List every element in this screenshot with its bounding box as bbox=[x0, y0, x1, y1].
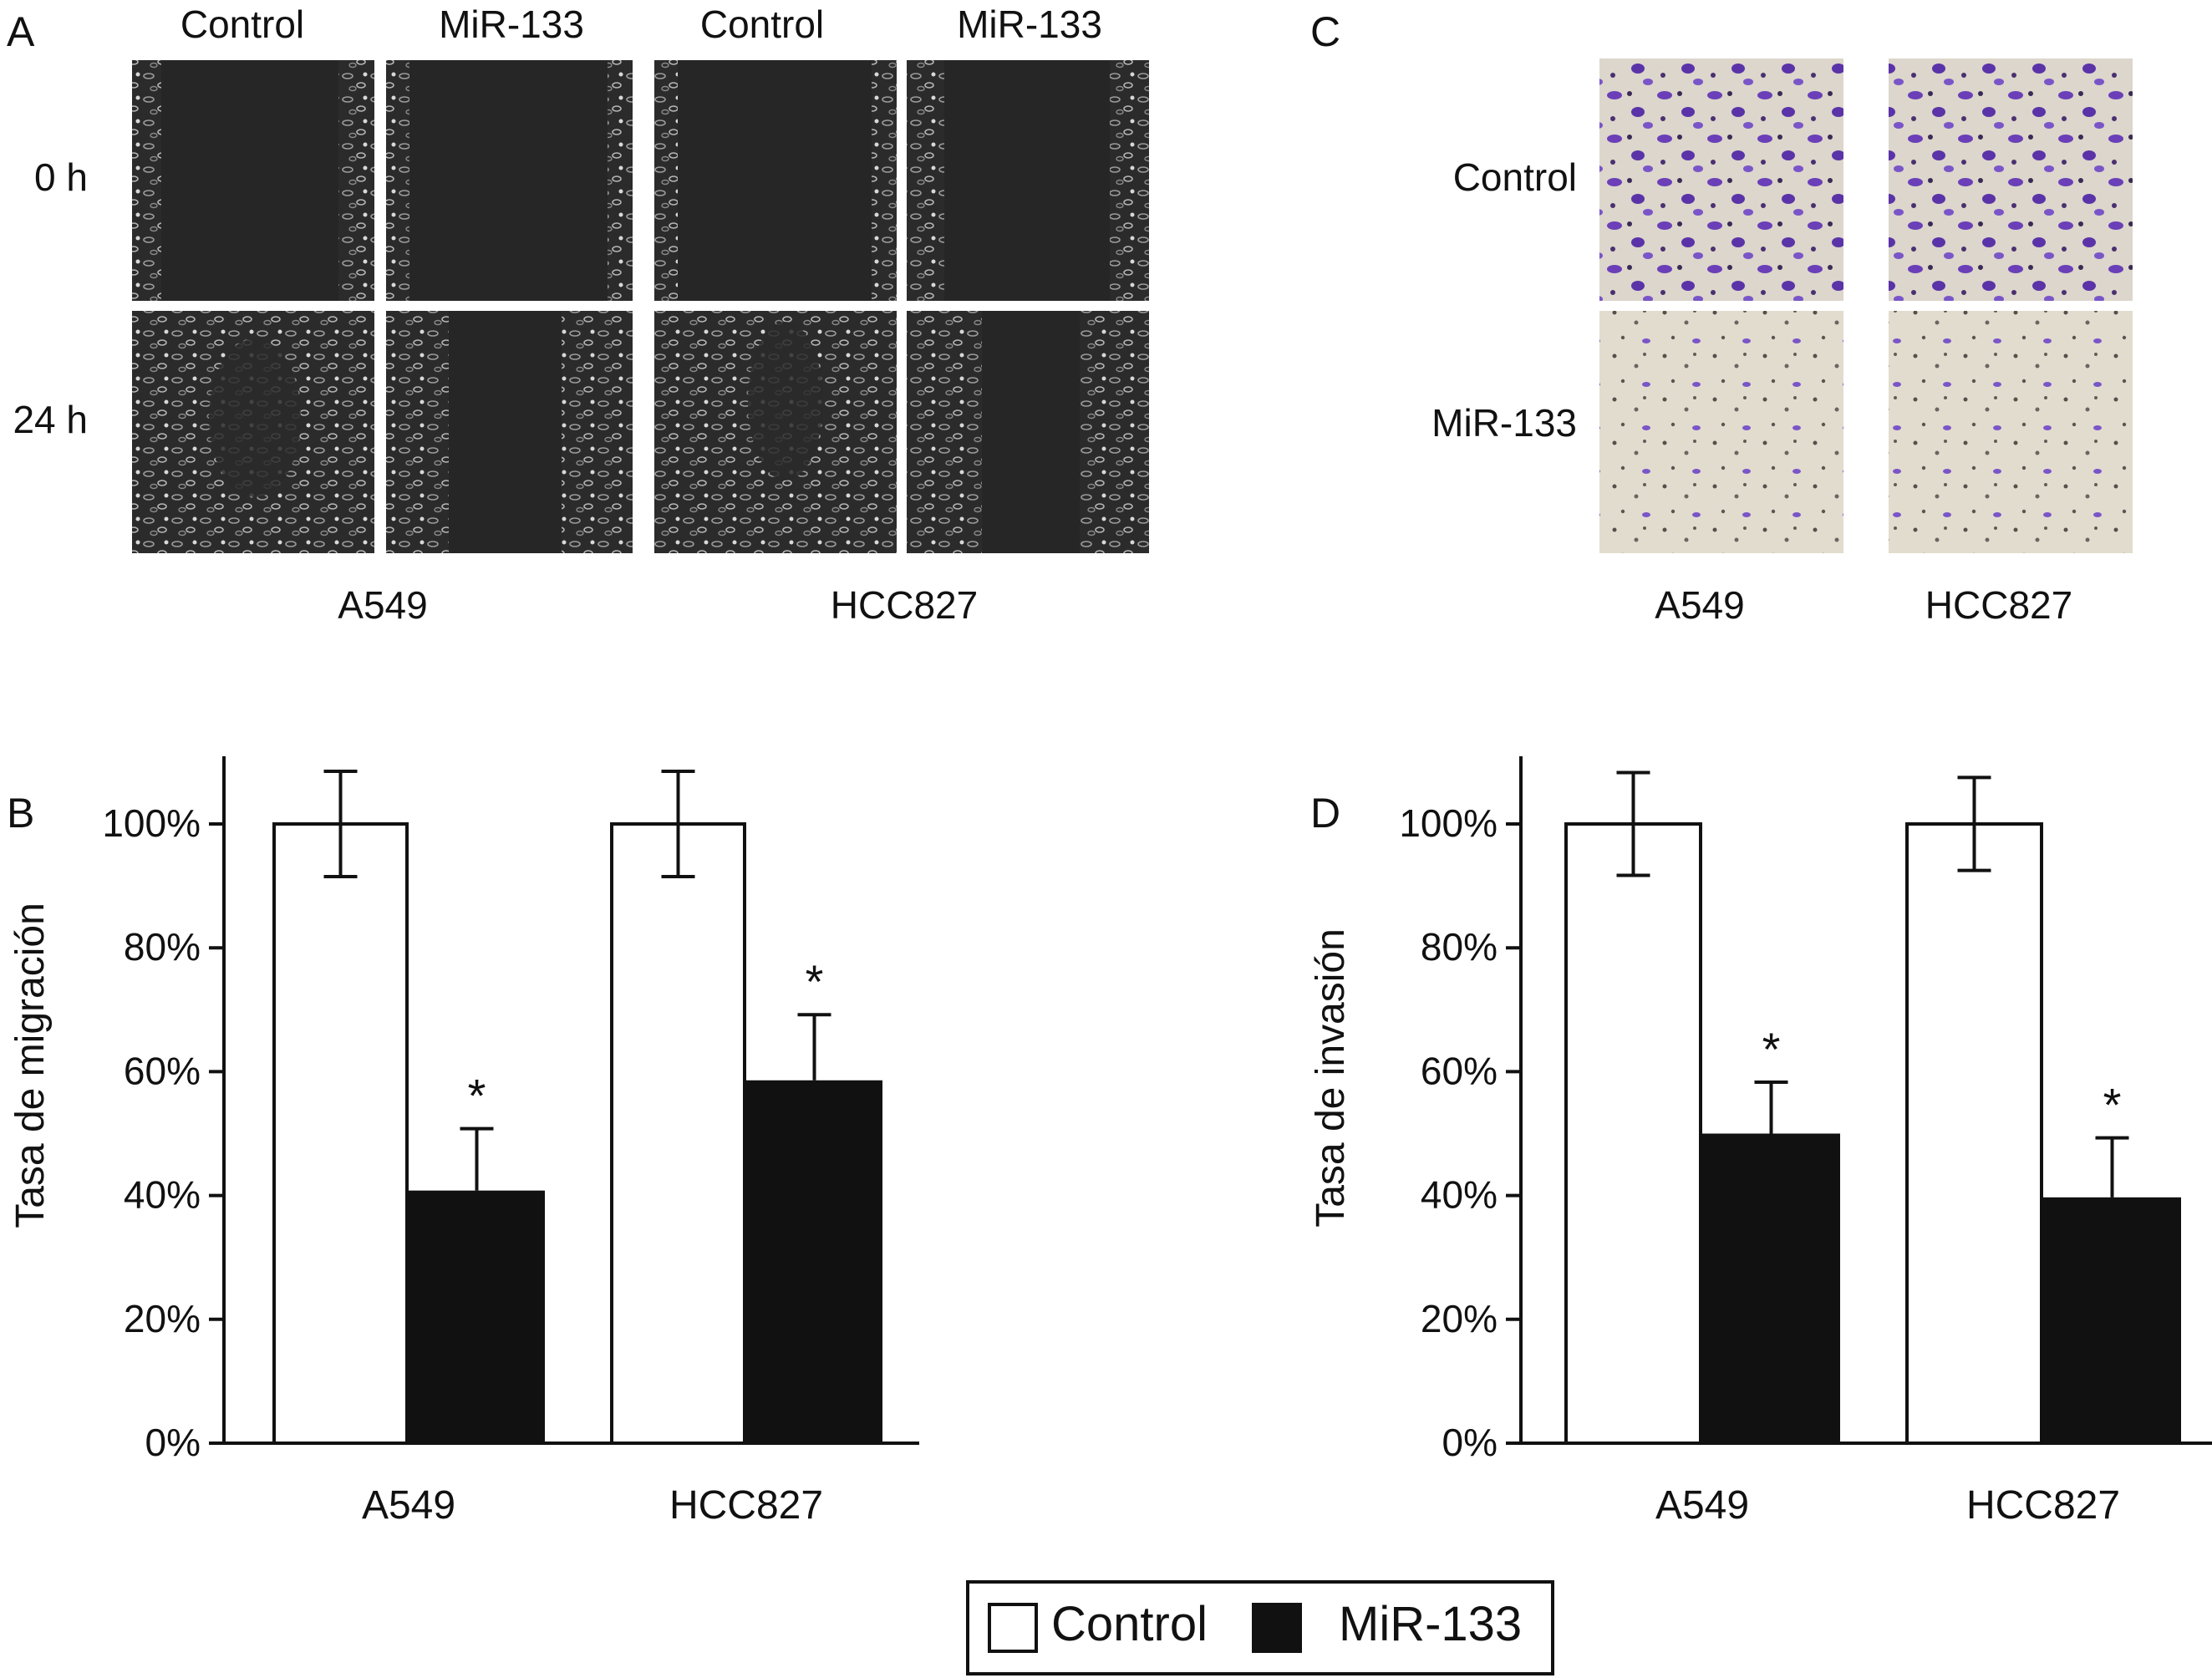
chart-b-significance-hcc827: * bbox=[806, 955, 824, 1008]
chart-d-ytick-label: 0% bbox=[1442, 1421, 1498, 1464]
chart-b-plot: 0% 20% 40% 60% 80% 100% * A549 * HCC827 bbox=[102, 756, 919, 1528]
chart-b-ylabel: Tasa de migración bbox=[8, 903, 53, 1228]
chart-d: D Tasa de invasión 0% 20% 40% 60% 80% 100% * A5… bbox=[1309, 756, 2212, 1528]
stain-a549-mir133 bbox=[1599, 311, 1843, 553]
chart-d-bar-hcc827-control bbox=[1905, 822, 2043, 1445]
legend-control-label: Control bbox=[1051, 1597, 1208, 1651]
panel-a-col-2-label: MiR-133 bbox=[439, 3, 584, 46]
legend: Control MiR-133 bbox=[966, 1580, 1554, 1675]
chart-d-ytick-label: 80% bbox=[1421, 925, 1498, 969]
panel-a-row-1-label: 0 h bbox=[34, 155, 88, 199]
panel-b-letter: B bbox=[7, 790, 34, 836]
micrograph-a549-mir133-24h bbox=[386, 311, 633, 553]
chart-b-significance-a549: * bbox=[468, 1070, 486, 1122]
panel-c-row-1-label: Control bbox=[1453, 155, 1577, 199]
chart-d-ytick-label: 60% bbox=[1421, 1049, 1498, 1092]
chart-d-ytick-label: 20% bbox=[1421, 1297, 1498, 1340]
chart-d-ytick-label: 40% bbox=[1421, 1173, 1498, 1217]
chart-b-bar-hcc827-control bbox=[610, 822, 746, 1445]
micrograph-hcc827-mir133-0h bbox=[907, 60, 1149, 301]
chart-b: B Tasa de migración 0% 20% 40% 60% 80% 100% * A… bbox=[7, 756, 919, 1528]
chart-b-ytick-label: 0% bbox=[145, 1421, 201, 1464]
panel-c-row-2-label: MiR-133 bbox=[1431, 401, 1577, 445]
panel-a-letter: A bbox=[7, 8, 35, 55]
legend-mir133-swatch bbox=[1252, 1603, 1302, 1653]
micrograph-a549-mir133-0h bbox=[386, 60, 633, 301]
panel-a-col-4-label: MiR-133 bbox=[957, 3, 1102, 46]
panel-a-group-1-label: A549 bbox=[338, 583, 427, 627]
chart-d-ytick-label: 100% bbox=[1399, 801, 1498, 845]
micrograph-a549-control-0h bbox=[132, 60, 374, 301]
stain-a549-control bbox=[1599, 58, 1843, 301]
chart-d-significance-a549: * bbox=[1762, 1023, 1781, 1075]
chart-b-ytick-label: 80% bbox=[124, 925, 201, 969]
chart-b-category-label: A549 bbox=[362, 1483, 455, 1528]
chart-b-ytick-label: 40% bbox=[124, 1173, 201, 1217]
chart-b-bar-a549-mir133 bbox=[409, 1190, 545, 1443]
chart-b-ytick-label: 60% bbox=[124, 1049, 201, 1092]
chart-d-significance-hcc827: * bbox=[2103, 1079, 2122, 1131]
chart-b-ytick-label: 20% bbox=[124, 1297, 201, 1340]
chart-d-bar-hcc827-mir133 bbox=[2043, 1197, 2181, 1443]
panel-a-col-3-label: Control bbox=[700, 3, 824, 46]
panel-c-letter: C bbox=[1310, 8, 1340, 55]
stain-hcc827-mir133 bbox=[1889, 311, 2133, 553]
legend-mir133-label: MiR-133 bbox=[1339, 1597, 1522, 1651]
chart-d-category-label: A549 bbox=[1655, 1483, 1749, 1528]
chart-d-bar-a549-control bbox=[1564, 822, 1702, 1445]
panel-c-group-1-label: A549 bbox=[1655, 583, 1744, 627]
chart-d-category-label: HCC827 bbox=[1966, 1483, 2120, 1528]
panel-a: A Control MiR-133 Control MiR-133 0 h 24… bbox=[7, 3, 1149, 627]
micrograph-hcc827-control-0h bbox=[654, 60, 897, 301]
micrograph-hcc827-mir133-24h bbox=[907, 311, 1149, 553]
chart-b-category-label: HCC827 bbox=[669, 1483, 823, 1528]
chart-d-bar-a549-mir133 bbox=[1702, 1133, 1840, 1443]
panel-a-col-1-label: Control bbox=[181, 3, 304, 46]
chart-b-bar-hcc827-mir133 bbox=[746, 1080, 882, 1443]
chart-b-bar-a549-control bbox=[272, 822, 409, 1445]
chart-d-plot: 0% 20% 40% 60% 80% 100% * A549 * HCC827 bbox=[1399, 756, 2212, 1528]
chart-d-ylabel: Tasa de invasión bbox=[1309, 928, 1353, 1228]
micrograph-a549-control-24h bbox=[132, 311, 374, 553]
panel-d-letter: D bbox=[1310, 790, 1340, 836]
panel-c-group-2-label: HCC827 bbox=[1925, 583, 2072, 627]
panel-c: C Control MiR-133 A549 HCC827 bbox=[1310, 8, 2133, 627]
chart-b-ytick-label: 100% bbox=[102, 801, 201, 845]
stain-hcc827-control bbox=[1889, 58, 2133, 301]
micrograph-hcc827-control-24h bbox=[654, 311, 897, 553]
panel-a-row-2-label: 24 h bbox=[13, 398, 88, 441]
panel-a-group-2-label: HCC827 bbox=[831, 583, 978, 627]
legend-control-swatch bbox=[988, 1603, 1038, 1653]
